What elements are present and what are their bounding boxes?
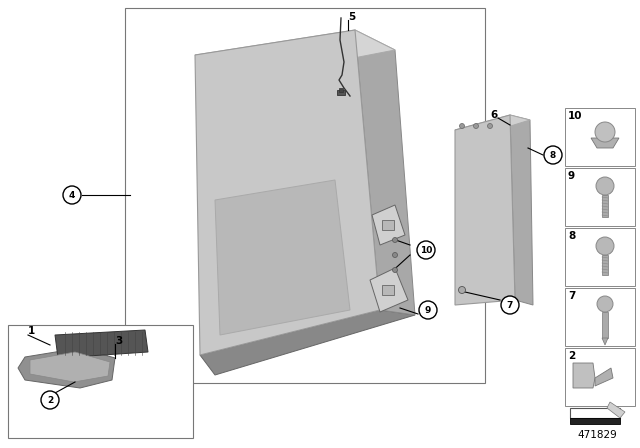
Polygon shape: [55, 330, 148, 358]
Bar: [8, 325, 193, 438]
Text: 8: 8: [568, 231, 575, 241]
Circle shape: [392, 267, 397, 272]
Text: 8: 8: [550, 151, 556, 159]
Polygon shape: [372, 205, 405, 245]
Polygon shape: [570, 408, 620, 418]
Polygon shape: [30, 352, 110, 382]
Polygon shape: [591, 138, 619, 148]
Circle shape: [63, 186, 81, 204]
Text: 10: 10: [420, 246, 432, 254]
Text: 10: 10: [568, 111, 582, 121]
Text: 3: 3: [115, 336, 122, 346]
Polygon shape: [602, 338, 608, 345]
Bar: [570, 418, 620, 424]
Text: 7: 7: [568, 291, 575, 301]
Polygon shape: [595, 368, 613, 386]
Text: 6: 6: [490, 110, 497, 120]
Circle shape: [419, 301, 437, 319]
Circle shape: [595, 122, 615, 142]
Polygon shape: [455, 115, 530, 137]
Polygon shape: [200, 310, 415, 375]
Polygon shape: [355, 30, 415, 315]
Text: 9: 9: [425, 306, 431, 314]
Text: 2: 2: [47, 396, 53, 405]
Polygon shape: [370, 268, 408, 312]
Polygon shape: [455, 115, 515, 305]
Polygon shape: [607, 402, 625, 418]
FancyBboxPatch shape: [565, 108, 635, 166]
Polygon shape: [215, 180, 350, 335]
Circle shape: [474, 124, 479, 129]
Circle shape: [417, 241, 435, 259]
FancyBboxPatch shape: [565, 168, 635, 226]
Circle shape: [597, 296, 613, 312]
Circle shape: [544, 146, 562, 164]
Text: 7: 7: [507, 301, 513, 310]
Polygon shape: [573, 363, 595, 388]
Polygon shape: [195, 30, 380, 355]
Bar: [602, 255, 608, 275]
Polygon shape: [18, 348, 115, 388]
Polygon shape: [195, 30, 395, 80]
Text: 1: 1: [28, 326, 35, 336]
Bar: [382, 220, 394, 230]
Text: 9: 9: [568, 171, 575, 181]
Text: 5: 5: [348, 12, 355, 22]
Bar: [125, 8, 485, 383]
Bar: [602, 312, 608, 338]
Text: 471829: 471829: [577, 430, 617, 440]
Circle shape: [460, 124, 465, 129]
Circle shape: [488, 124, 493, 129]
Circle shape: [392, 237, 397, 242]
Bar: [382, 285, 394, 295]
Bar: [602, 195, 608, 217]
FancyBboxPatch shape: [565, 348, 635, 406]
Text: 2: 2: [568, 351, 575, 361]
Circle shape: [596, 237, 614, 255]
Circle shape: [458, 287, 465, 293]
FancyBboxPatch shape: [565, 228, 635, 286]
Bar: [339, 88, 343, 92]
Polygon shape: [510, 115, 533, 305]
Circle shape: [41, 391, 59, 409]
Circle shape: [501, 296, 519, 314]
Text: 4: 4: [69, 190, 75, 199]
FancyBboxPatch shape: [565, 288, 635, 346]
Bar: [337, 90, 345, 95]
Circle shape: [392, 253, 397, 258]
Circle shape: [596, 177, 614, 195]
